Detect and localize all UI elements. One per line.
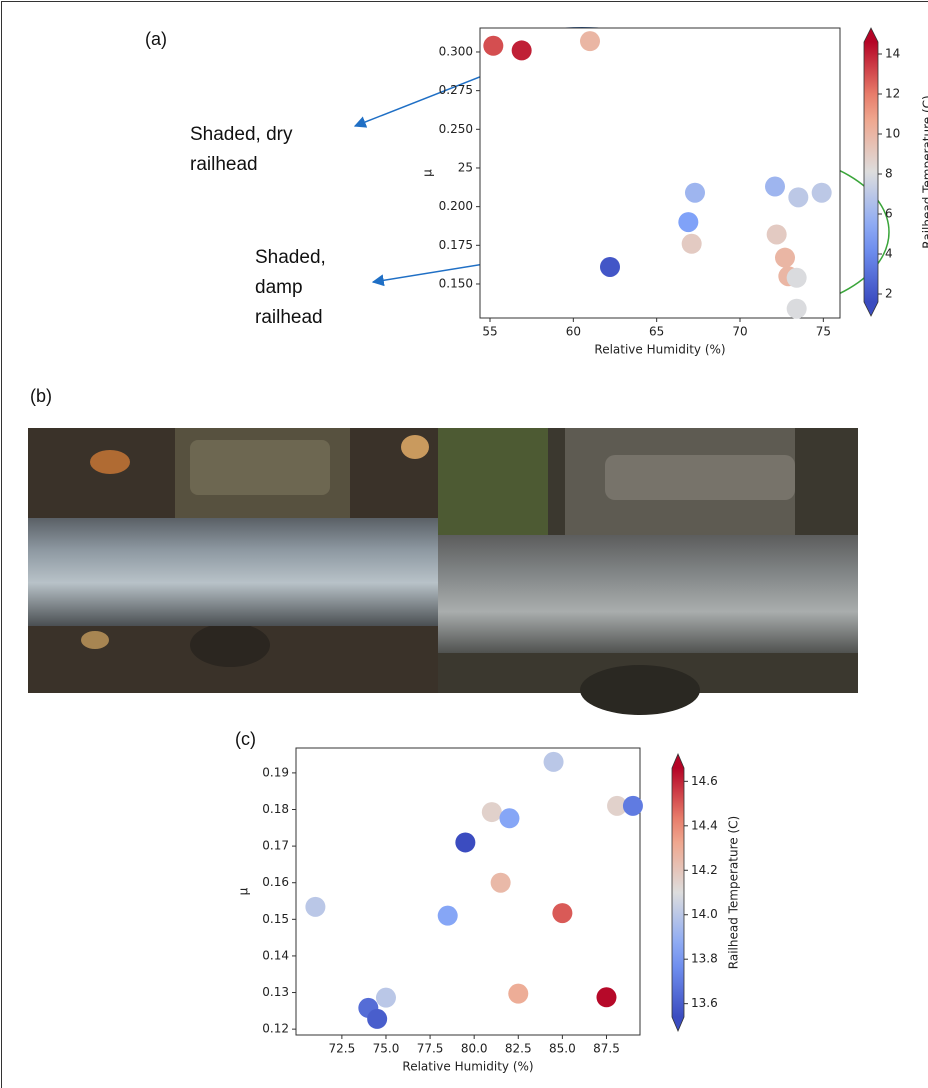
y-tick-label: 0.250	[439, 122, 473, 136]
colorbar-extend-bottom	[864, 302, 878, 316]
x-tick-label: 85.0	[549, 1042, 576, 1056]
colorbar-tick-label: 10	[885, 127, 900, 141]
photo	[28, 428, 858, 715]
point	[367, 1008, 388, 1029]
y-tick-label: 0.200	[439, 199, 473, 213]
panel-label: (a)	[145, 29, 167, 49]
point	[596, 987, 617, 1008]
point	[543, 751, 564, 772]
point	[681, 233, 702, 254]
y-tick-label: 0.275	[439, 83, 473, 97]
point	[437, 905, 458, 926]
point	[580, 31, 600, 52]
x-axis-label: Relative Humidity (%)	[402, 1060, 533, 1074]
colorbar-tick-label: 6	[885, 207, 893, 221]
point	[765, 176, 785, 197]
point	[786, 298, 807, 319]
annotation: railhead	[255, 307, 323, 328]
plot-area	[295, 747, 641, 1036]
colorbar-tick-label: 4	[885, 247, 893, 261]
colorbar-outline	[863, 27, 879, 317]
y-tick-label: 0.17	[262, 839, 289, 853]
y-axis-label: μ	[237, 887, 251, 895]
colorbar-tick-label: 14.0	[691, 907, 718, 921]
plot-area	[479, 27, 841, 319]
point	[788, 187, 809, 208]
point	[622, 795, 643, 816]
colorbar-label: Railhead Temperature (C)	[921, 95, 928, 248]
colorbar-tick-label: 13.6	[691, 996, 718, 1010]
x-tick-label: 72.5	[329, 1042, 356, 1056]
y-tick-label: 0.16	[262, 875, 289, 889]
x-tick-label: 70	[732, 325, 747, 339]
colorbar-extend-bottom	[672, 1017, 684, 1031]
point	[455, 832, 476, 853]
colorbar-label: Railhead Temperature (C)	[727, 816, 741, 969]
x-tick-label: 75	[816, 325, 831, 339]
y-tick-label: 0.13	[262, 985, 289, 999]
point	[481, 802, 502, 823]
colorbar-outline	[671, 752, 685, 1033]
x-tick-label: 60	[566, 325, 581, 339]
point	[511, 40, 532, 61]
y-tick-label: 0.175	[439, 238, 473, 252]
colorbar-extend-top	[672, 754, 684, 768]
y-tick-label: 0.18	[262, 802, 289, 816]
panel-label: (b)	[30, 386, 52, 406]
point	[766, 224, 787, 245]
y-tick-label: 0.12	[262, 1022, 289, 1036]
point	[483, 35, 504, 56]
point	[499, 808, 520, 829]
colorbar-tick-label: 8	[885, 167, 893, 181]
x-tick-label: 80.0	[461, 1042, 488, 1056]
colorbar-tick-label: 14.6	[691, 774, 718, 788]
x-tick-label: 82.5	[505, 1042, 532, 1056]
colorbar-tick-label: 14	[885, 47, 900, 61]
y-axis-label: μ	[421, 169, 435, 177]
point	[685, 182, 705, 203]
y-tick-label: 25	[458, 160, 473, 174]
x-tick-label: 87.5	[593, 1042, 620, 1056]
colorbar-tick-label: 13.8	[691, 952, 718, 966]
x-axis-label: Relative Humidity (%)	[594, 343, 725, 357]
x-tick-label: 77.5	[417, 1042, 444, 1056]
point	[490, 872, 511, 893]
colorbar-tick-label: 14.4	[691, 818, 718, 832]
x-tick-label: 55	[482, 325, 497, 339]
panel-label: (c)	[235, 729, 256, 749]
y-tick-label: 0.15	[262, 912, 289, 926]
annotation: railhead	[190, 154, 258, 175]
point	[305, 896, 326, 917]
point	[775, 247, 795, 268]
point	[607, 795, 628, 816]
point	[508, 983, 529, 1004]
point	[600, 256, 620, 277]
annotation: Shaded, dry	[190, 124, 293, 145]
point	[678, 212, 699, 233]
y-tick-label: 0.150	[439, 276, 473, 290]
x-tick-label: 75.0	[373, 1042, 400, 1056]
point	[375, 987, 396, 1008]
point	[552, 903, 573, 924]
colorbar-tick-label: 2	[885, 287, 893, 301]
y-tick-label: 0.14	[262, 948, 289, 962]
annotation: Shaded,	[255, 247, 326, 268]
x-tick-label: 65	[649, 325, 664, 339]
colorbar	[672, 768, 684, 1017]
y-tick-label: 0.19	[262, 765, 289, 779]
colorbar	[864, 42, 878, 302]
annotation: damp	[255, 277, 303, 298]
point	[811, 182, 832, 203]
colorbar-extend-top	[864, 28, 878, 42]
colorbar-tick-label: 14.2	[691, 863, 718, 877]
point	[786, 267, 807, 288]
colorbar-tick-label: 12	[885, 87, 900, 101]
y-tick-label: 0.300	[439, 44, 473, 58]
